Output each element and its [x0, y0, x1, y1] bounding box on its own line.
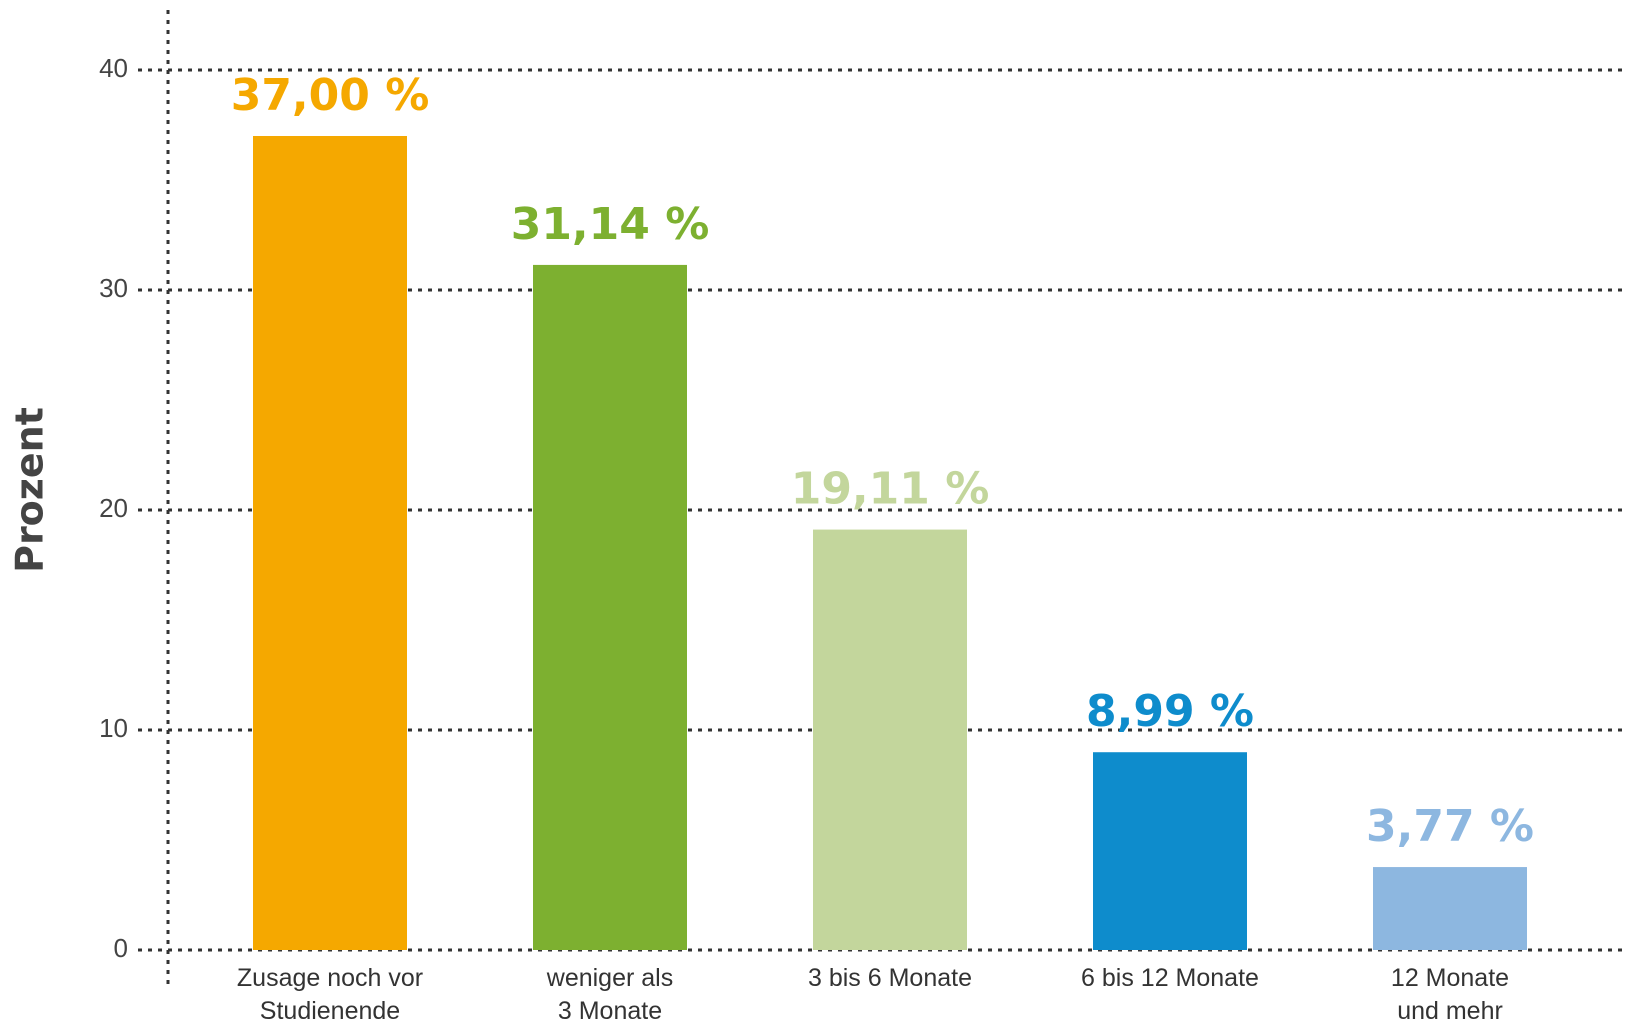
y-tick-label: 30 — [99, 273, 128, 303]
data-label: 8,99 % — [1086, 686, 1254, 737]
y-tick-label: 40 — [99, 53, 128, 83]
y-axis-label: Prozent — [8, 407, 52, 573]
y-tick-label: 10 — [99, 713, 128, 743]
data-label: 31,14 % — [511, 199, 710, 250]
data-label: 19,11 % — [791, 464, 990, 515]
bar — [1373, 867, 1527, 950]
x-tick-label: weniger als 3 Monate — [546, 964, 674, 1025]
x-tick-label: Zusage noch vor Studienende — [236, 964, 424, 1025]
x-tick-label: 12 Monate und mehr — [1390, 964, 1510, 1025]
bar — [1093, 752, 1247, 950]
x-tick-label: 3 bis 6 Monate — [808, 964, 972, 992]
data-label: 3,77 % — [1366, 801, 1534, 852]
data-label: 37,00 % — [231, 70, 430, 121]
bar — [253, 136, 407, 950]
bar — [813, 529, 967, 950]
x-tick-label: 6 bis 12 Monate — [1081, 964, 1259, 992]
y-tick-label: 20 — [99, 493, 128, 523]
y-tick-label: 0 — [114, 933, 128, 963]
bar — [533, 264, 687, 950]
